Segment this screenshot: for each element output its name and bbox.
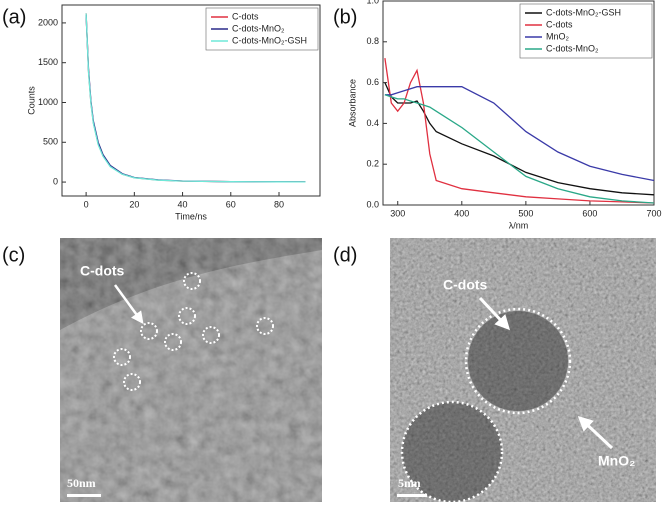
x-tick-label: 700 bbox=[646, 208, 661, 218]
y-tick-label: 1.0 bbox=[366, 0, 379, 5]
panel-label: (d) bbox=[333, 244, 357, 266]
series-line bbox=[384, 82, 655, 196]
y-tick-label: 0.2 bbox=[366, 159, 379, 169]
x-axis-label: λ/nm bbox=[509, 220, 529, 230]
annotation: C-dots bbox=[80, 263, 125, 279]
legend-label: MnO₂ bbox=[546, 31, 570, 41]
x-tick-label: 500 bbox=[518, 208, 533, 218]
y-tick-label: 1500 bbox=[38, 57, 58, 67]
y-tick-label: 0.0 bbox=[366, 199, 379, 209]
x-tick-label: 60 bbox=[226, 199, 236, 209]
y-tick-label: 0 bbox=[53, 176, 58, 186]
legend-label: C-dots-MnO₂-GSH bbox=[232, 35, 307, 45]
arrow bbox=[113, 284, 144, 325]
plot-frame bbox=[61, 4, 321, 197]
legend-label: C-dots bbox=[546, 19, 573, 29]
x-tick-label: 80 bbox=[274, 199, 284, 209]
legend-label: C-dots-MnO₂ bbox=[232, 23, 285, 33]
image-texture bbox=[60, 238, 322, 502]
image-texture bbox=[390, 238, 656, 502]
panel-label: (a) bbox=[2, 6, 26, 28]
annotation: C-dots bbox=[443, 277, 488, 293]
x-tick-label: 600 bbox=[582, 208, 597, 218]
legend-label: C-dots-MnO₂ bbox=[546, 43, 599, 53]
x-tick-label: 0 bbox=[84, 199, 89, 209]
scale-bar bbox=[397, 494, 427, 497]
y-tick-label: 0.6 bbox=[366, 77, 379, 87]
scale-bar bbox=[67, 494, 101, 497]
series-line bbox=[384, 58, 655, 204]
x-axis-label: Time/ns bbox=[175, 211, 207, 221]
panel-label: (b) bbox=[333, 6, 357, 28]
x-tick-label: 300 bbox=[390, 208, 405, 218]
y-axis-label: Counts bbox=[26, 86, 36, 115]
y-tick-label: 0.4 bbox=[366, 118, 379, 128]
dot-circles bbox=[400, 307, 572, 504]
dot-region bbox=[402, 402, 502, 502]
plot-frame bbox=[382, 0, 655, 206]
y-tick-label: 0.8 bbox=[366, 36, 379, 46]
y-tick-label: 2000 bbox=[38, 17, 58, 27]
arrow bbox=[478, 296, 511, 331]
series-line bbox=[85, 13, 306, 183]
scale-bar-label: 50nm bbox=[67, 476, 96, 490]
y-tick-label: 500 bbox=[43, 137, 58, 147]
dot-circles bbox=[113, 272, 274, 391]
y-axis-label: Absorbance bbox=[347, 79, 357, 127]
legend-label: C-dots bbox=[232, 11, 259, 21]
arrow bbox=[577, 415, 614, 450]
series-line bbox=[384, 94, 655, 204]
panel-label: (c) bbox=[2, 244, 25, 266]
scale-bar-label: 5nm bbox=[398, 476, 421, 490]
annotation: MnO₂ bbox=[598, 453, 635, 469]
x-tick-label: 40 bbox=[178, 199, 188, 209]
x-tick-label: 400 bbox=[454, 208, 469, 218]
y-tick-label: 1000 bbox=[38, 97, 58, 107]
micrograph-d: C-dots MnO₂ 5nm bbox=[390, 238, 656, 504]
legend-label: C-dots-MnO₂-GSH bbox=[546, 7, 621, 17]
x-tick-label: 20 bbox=[129, 199, 139, 209]
dot-region bbox=[468, 311, 568, 411]
series-line bbox=[384, 86, 655, 182]
micrograph-c: C-dots 50nm bbox=[60, 238, 322, 502]
